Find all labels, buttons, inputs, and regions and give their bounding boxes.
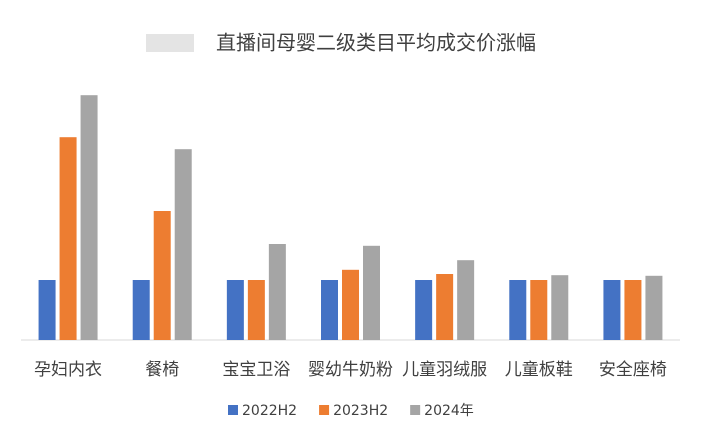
bar [38, 280, 56, 340]
bar [415, 280, 433, 340]
x-tick-label: 餐椅 [145, 360, 179, 380]
bar [321, 280, 338, 340]
bar [153, 211, 171, 340]
bar [603, 280, 621, 340]
x-tick-label: 婴幼牛奶粉 [308, 360, 393, 380]
chart-title: 直播间母婴二级类目平均成交价涨幅 [216, 31, 536, 55]
bar [80, 95, 98, 340]
legend-swatch [410, 405, 421, 415]
x-tick-label: 宝宝卫浴 [222, 360, 290, 380]
bar [551, 275, 569, 340]
bar [509, 280, 527, 340]
bar [436, 274, 454, 340]
bar [247, 280, 265, 340]
bar [268, 244, 286, 340]
bar [59, 137, 77, 340]
legend-label: 2024年 [424, 403, 474, 419]
legend-label: 2022H2 [242, 403, 297, 419]
bar [226, 280, 244, 340]
bar [342, 269, 359, 340]
bar [132, 280, 150, 340]
x-tick-label: 孕妇内衣 [34, 360, 102, 380]
legend-swatch [228, 405, 238, 415]
bar [363, 245, 380, 340]
legend-swatch [319, 405, 330, 415]
x-tick-label: 儿童板鞋 [505, 360, 573, 380]
legend-label: 2023H2 [333, 403, 388, 419]
bar [624, 280, 642, 340]
bar [645, 275, 663, 340]
x-tick-label: 安全座椅 [599, 360, 667, 380]
redacted-block [146, 34, 194, 52]
bar [457, 260, 475, 340]
bar [530, 280, 548, 340]
x-tick-label: 儿童羽绒服 [402, 360, 487, 380]
bar [174, 149, 192, 340]
